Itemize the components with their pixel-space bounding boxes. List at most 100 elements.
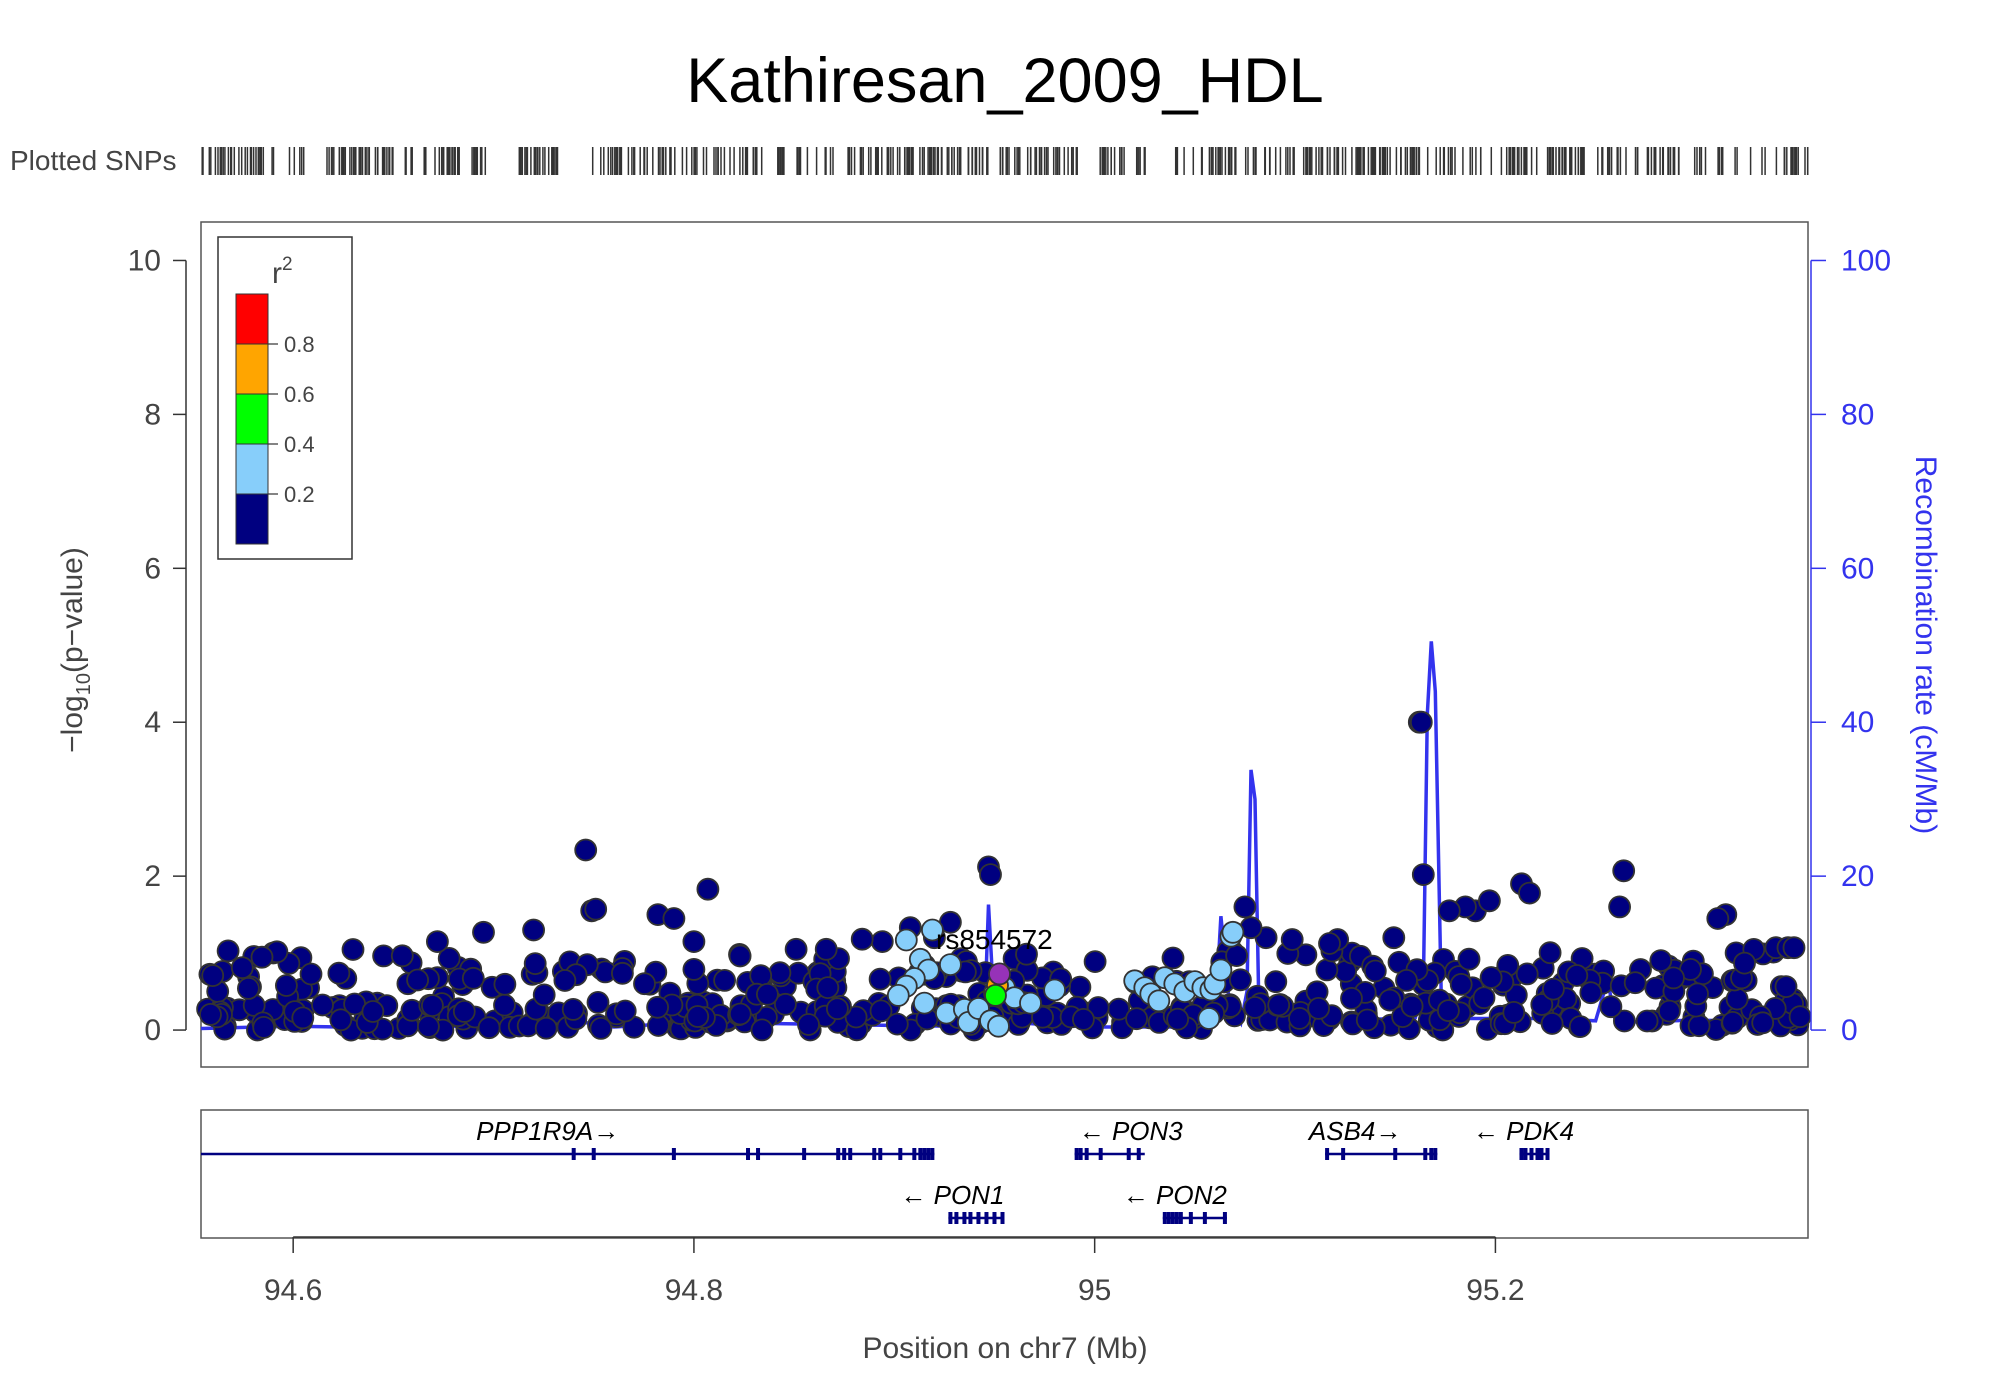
snp-point [869, 999, 893, 1023]
r2-legend: r2 0.8 0.6 0.4 0.2 [217, 236, 353, 560]
y-tick-label: 4 [144, 706, 161, 739]
gene-exon [1222, 1212, 1227, 1224]
snp-point [420, 994, 444, 1017]
snp-point [1395, 969, 1418, 992]
snp-point-ld [1019, 991, 1042, 1015]
gene-label: ← PON1 [900, 1180, 1004, 1210]
snp-point [493, 993, 516, 1017]
snp-point [1280, 928, 1304, 951]
gene-label: ← PDK4 [1473, 1116, 1574, 1146]
snp-point [299, 962, 323, 986]
y-tick-label: 2 [144, 860, 161, 893]
snp-point [523, 952, 547, 975]
y2-tick-label: 100 [1841, 244, 1891, 277]
gene-exon [954, 1212, 959, 1224]
gene-exon [1202, 1212, 1207, 1224]
snp-point [361, 1000, 385, 1023]
snp-point [870, 930, 894, 953]
gene-exon [948, 1212, 953, 1224]
snp-point-ld [1197, 1007, 1221, 1030]
snp-point [1782, 936, 1806, 960]
snp-point [252, 1016, 276, 1039]
gene-exon [1325, 1148, 1330, 1160]
gene-track-frame [200, 1109, 1809, 1239]
snp-point [979, 863, 1002, 886]
gene-exon [1519, 1148, 1524, 1160]
snp-point [682, 958, 706, 981]
snp-point [311, 993, 334, 1017]
y-axis-right: 0 20 40 60 80 100 [1810, 244, 1891, 1047]
x-tick-label: 95 [1078, 1274, 1111, 1307]
gene-exon [1170, 1212, 1175, 1224]
y2-tick-label: 60 [1841, 552, 1874, 585]
snp-point [1515, 962, 1539, 986]
snp-point [1706, 907, 1730, 930]
snp-point [437, 947, 461, 970]
gene-exon [1423, 1148, 1428, 1160]
snp-point [1355, 1008, 1379, 1032]
y2-tick-label: 0 [1841, 1014, 1858, 1047]
snp-point [1502, 1001, 1526, 1024]
y2-tick-label: 80 [1841, 398, 1874, 431]
snp-point [1400, 994, 1424, 1018]
snp-point [329, 1008, 353, 1032]
snp-point [1774, 975, 1798, 998]
lead-snp-label: rs854572 [936, 924, 1053, 955]
y-tick-label: 6 [144, 552, 161, 585]
gene-exon [1429, 1148, 1434, 1160]
snp-point [1307, 997, 1330, 1020]
snp-point [1083, 950, 1107, 973]
snp-point [493, 972, 517, 996]
snp-point [461, 966, 485, 990]
snp-point [1267, 993, 1291, 1017]
snp-point [1363, 959, 1387, 983]
gene-exon [898, 1148, 903, 1160]
y-axis-label: −log10(p−value) [56, 547, 95, 753]
gene-label: PPP1R9A→ [476, 1116, 619, 1146]
snp-point [756, 982, 779, 1006]
snp-point [522, 918, 545, 942]
plotted-snps-rug [201, 147, 1809, 175]
legend-bins: 0.8 0.6 0.4 0.2 [235, 293, 315, 545]
gene-track: PPP1R9A→ ← PON3 ASB4→ ← PDK4 ← PON1 ← PON2 [201, 1116, 1574, 1224]
snp-point [1437, 899, 1461, 923]
gene-exon [591, 1148, 596, 1160]
gene-exon [848, 1148, 853, 1160]
snp-point [826, 997, 849, 1021]
x-axis: 94.6 94.8 95 95.2 [264, 1236, 1525, 1307]
snp-point [406, 968, 430, 992]
snp-point [1409, 710, 1433, 734]
snp-point [1378, 988, 1402, 1012]
snp-point [1086, 996, 1110, 1019]
gene-exon [1188, 1212, 1193, 1224]
snp-point [1687, 1014, 1711, 1038]
snp-point [291, 1006, 315, 1030]
gene-exon [671, 1148, 676, 1160]
snp-point [1579, 981, 1603, 1005]
snp-point [472, 920, 495, 944]
snp-point [1518, 881, 1541, 905]
snp-point [532, 983, 556, 1007]
snp-point [1599, 995, 1623, 1019]
snp-point-ld [894, 928, 918, 952]
snp-point [1751, 1011, 1775, 1035]
gene-exon [926, 1148, 931, 1160]
x-tick-label: 94.6 [264, 1274, 322, 1307]
main-plot-frame [200, 221, 1809, 1068]
snp-point [586, 991, 610, 1014]
gene-exon [836, 1148, 841, 1160]
snp-point-ld [1221, 920, 1245, 944]
snp-point [1721, 1011, 1745, 1034]
gene-exon [1000, 1212, 1005, 1224]
gene-label: ← PON3 [1079, 1116, 1184, 1146]
snp-point [868, 967, 892, 991]
snp-point [1612, 859, 1636, 883]
y2-axis-label: Recombination rate (cM/Mb) [1909, 456, 1942, 834]
gene-exon [1074, 1148, 1079, 1160]
snp-point [1568, 1015, 1592, 1038]
legend-swatch [235, 443, 269, 495]
snp-point [1229, 968, 1252, 992]
y-tick-label: 10 [128, 244, 161, 277]
gene-exon [992, 1212, 997, 1224]
